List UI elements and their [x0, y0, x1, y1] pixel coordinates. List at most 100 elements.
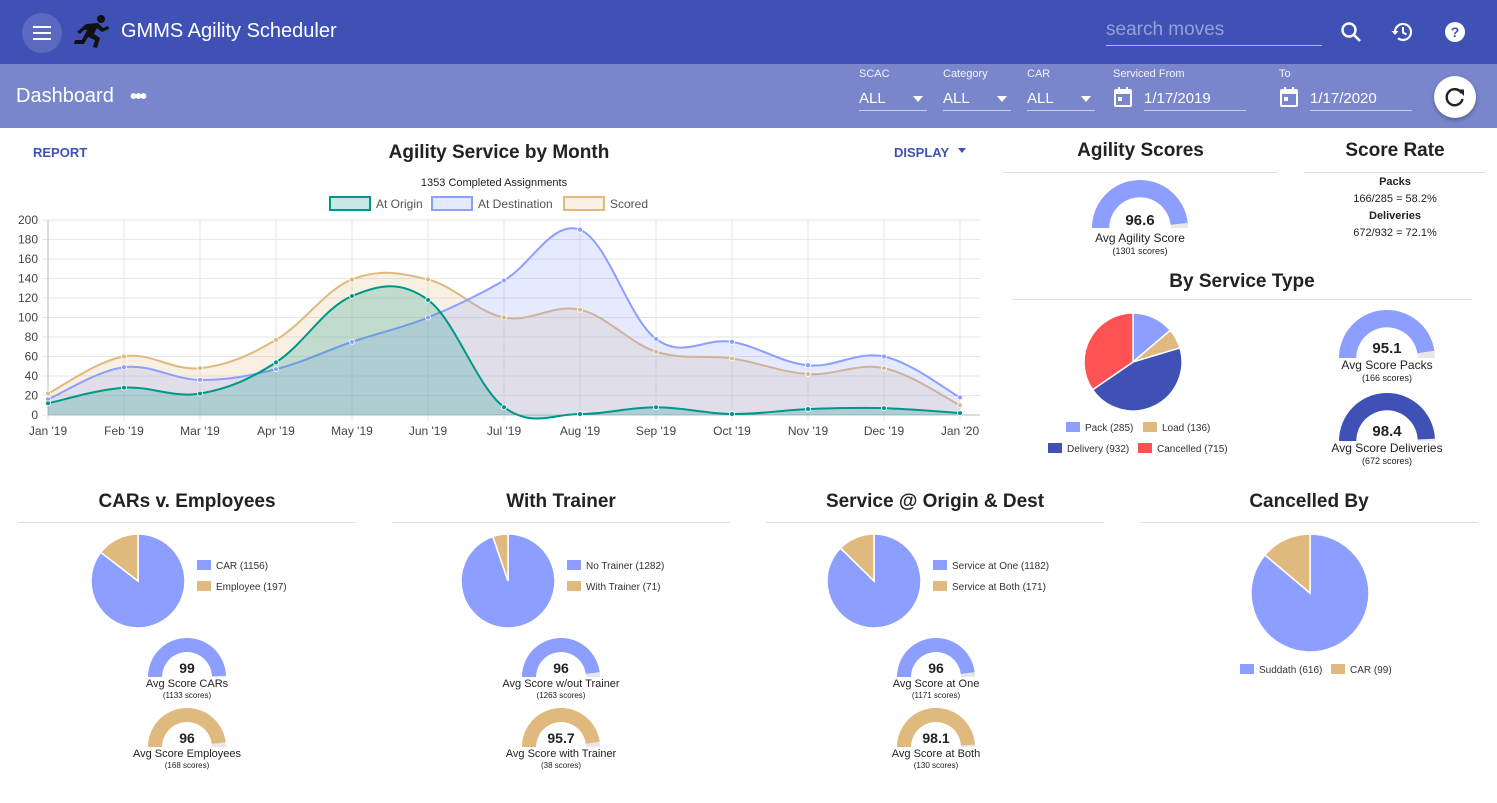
x-tick-label: Apr '19 — [257, 424, 295, 438]
serviced-to-input[interactable]: 1/17/2020 — [1310, 90, 1412, 111]
data-point — [425, 314, 431, 321]
legend-swatch — [1143, 422, 1157, 432]
search-icon[interactable] — [1337, 18, 1365, 46]
scac-select[interactable]: SCAC ALL — [859, 68, 927, 114]
data-point — [577, 411, 583, 417]
history-icon[interactable] — [1389, 18, 1417, 46]
avg-agility-score-label: Avg Agility Score — [1095, 231, 1185, 245]
data-point — [501, 314, 507, 321]
data-point — [121, 353, 127, 360]
avg-score-at-one-gauge — [897, 638, 975, 677]
legend-cancelled: Cancelled (715) — [1138, 443, 1228, 455]
x-tick-label: Feb '19 — [104, 424, 144, 438]
legend-swatch — [329, 196, 371, 211]
refresh-button[interactable] — [1434, 76, 1476, 118]
legend-delivery: Delivery (932) — [1048, 443, 1129, 455]
service-origin-dest-pie — [826, 533, 922, 629]
app-title: GMMS Agility Scheduler — [121, 20, 337, 42]
divider — [1140, 522, 1478, 523]
y-tick-label: 20 — [25, 389, 39, 403]
car-value: ALL — [1027, 90, 1095, 111]
calendar-icon[interactable] — [1279, 86, 1299, 108]
avg-score-with-trainer-label: Avg Score with Trainer — [505, 748, 617, 760]
cars-employees-title: CARs v. Employees — [98, 491, 276, 512]
dashboard-toolbar: Dashboard ••• SCAC ALL Category ALL CAR … — [0, 64, 1497, 128]
calendar-icon[interactable] — [1113, 86, 1133, 108]
legend-label: At Origin — [376, 197, 423, 211]
series-area — [48, 228, 960, 415]
legend-swatch — [431, 196, 473, 211]
legend-pack: Pack (285) — [1066, 422, 1133, 434]
y-tick-label: 0 — [31, 408, 38, 422]
data-point — [197, 390, 203, 397]
legend-swatch — [1138, 443, 1152, 453]
category-value: ALL — [943, 90, 1011, 111]
legend-label: Cancelled (715) — [1157, 444, 1228, 455]
legend-swatch — [197, 581, 211, 591]
gauge-fill — [522, 638, 600, 677]
cancelled-by-pie — [1250, 533, 1370, 653]
data-point — [957, 410, 963, 416]
legend-label: At Destination — [478, 197, 553, 211]
legend-swatch — [567, 581, 581, 591]
data-point — [273, 337, 279, 343]
serviced-to-field[interactable]: To 1/17/2020 — [1279, 68, 1412, 114]
serviced-from-input[interactable]: 1/17/2019 — [1144, 90, 1246, 111]
gauge-fill — [897, 638, 975, 677]
avg-score-with-trainer-value: 95.7 — [547, 730, 575, 746]
search-input[interactable] — [1106, 19, 1322, 41]
serviced-from-field[interactable]: Serviced From 1/17/2019 — [1113, 68, 1246, 114]
search-field[interactable] — [1106, 19, 1322, 46]
y-tick-label: 120 — [18, 291, 38, 305]
data-point — [349, 293, 355, 299]
legend-label: Load (136) — [1162, 423, 1211, 434]
data-point — [273, 359, 279, 366]
avg-score-at-one-label: Avg Score at One — [892, 678, 980, 690]
avg-agility-score-value: 96.6 — [1125, 212, 1155, 229]
x-tick-label: Jan '19 — [29, 424, 68, 438]
divider — [1304, 172, 1486, 173]
x-tick-label: Nov '19 — [788, 424, 829, 438]
menu-button[interactable] — [22, 13, 62, 53]
cars-employees-pie — [90, 533, 186, 629]
avg-score-employees-value: 96 — [179, 730, 195, 746]
avg-score-employees-gauge — [148, 708, 226, 747]
display-button[interactable]: DISPLAY — [894, 145, 971, 160]
data-point — [957, 394, 963, 401]
car-select[interactable]: CAR ALL — [1027, 68, 1095, 114]
legend-service-at-one: Service at One (1182) — [933, 560, 1049, 572]
data-point — [653, 348, 659, 355]
data-point — [45, 400, 51, 407]
legend-swatch — [567, 560, 581, 570]
legend-label: Employee (197) — [216, 582, 287, 593]
x-tick-label: Jul '19 — [487, 424, 522, 438]
gauge-fill — [897, 707, 975, 747]
agility-scores-title: Agility Scores — [1077, 140, 1204, 161]
data-point — [881, 353, 887, 360]
report-button[interactable]: REPORT — [33, 145, 88, 160]
data-point — [197, 365, 203, 372]
gauge-fill — [148, 708, 226, 747]
legend-swatch — [1240, 664, 1254, 674]
avg-score-deliveries-count: (672 scores) — [1361, 456, 1413, 466]
y-tick-label: 60 — [25, 350, 39, 364]
legend-swatch — [563, 196, 605, 211]
legend-employee: Employee (197) — [197, 581, 287, 593]
series-area — [48, 286, 960, 419]
help-icon[interactable]: ? — [1441, 18, 1469, 46]
pie-slice — [839, 533, 875, 583]
y-tick-label: 40 — [25, 369, 39, 383]
x-tick-label: Jun '19 — [409, 424, 448, 438]
more-options-button[interactable]: ••• — [130, 86, 147, 108]
data-point — [121, 364, 127, 371]
legend-label: Service at Both (171) — [952, 582, 1046, 593]
avg-score-at-one-value: 96 — [928, 660, 944, 676]
legend-swatch — [1331, 664, 1345, 674]
category-select[interactable]: Category ALL — [943, 68, 1011, 114]
avg-agility-score-count: (1301 scores) — [1112, 246, 1168, 256]
avg-score-at-one-count: (1171 scores) — [911, 691, 961, 700]
y-tick-label: 100 — [18, 311, 38, 325]
data-point — [805, 406, 811, 413]
avg-score-with-trainer-count: (38 scores) — [540, 761, 581, 770]
legend-swatch — [197, 560, 211, 570]
